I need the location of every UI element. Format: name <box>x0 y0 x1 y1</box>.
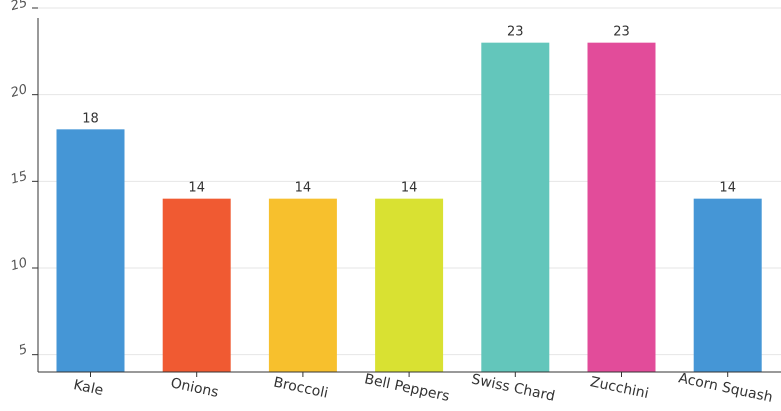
data-label: 23 <box>507 25 524 40</box>
data-label: 14 <box>188 181 205 196</box>
bar-broccoli[interactable] <box>268 198 337 372</box>
x-tick-label: Bell Peppers <box>363 371 451 405</box>
y-tick-label: 15 <box>9 169 29 188</box>
y-tick-label: 20 <box>9 82 29 101</box>
data-label: 14 <box>295 181 312 196</box>
x-tick-label: Kale <box>72 377 105 399</box>
grid-lines <box>38 7 781 356</box>
bar-kale[interactable] <box>56 129 125 372</box>
bar-onions[interactable] <box>162 198 231 372</box>
bar-acorn-squash[interactable] <box>693 198 762 372</box>
y-tick-label: 10 <box>9 255 29 274</box>
bar-bell-peppers[interactable] <box>375 198 444 372</box>
data-label: 14 <box>401 181 418 196</box>
data-label: 23 <box>613 25 630 40</box>
y-tick-label: 5 <box>17 342 29 359</box>
bars <box>56 42 762 373</box>
bar-zucchini[interactable] <box>587 42 656 373</box>
data-label: 18 <box>82 111 99 126</box>
bar-swiss-chard[interactable] <box>481 42 550 373</box>
y-tick-label: 25 <box>9 0 29 14</box>
axes <box>32 7 781 377</box>
x-tick-label: Swiss Chard <box>470 371 556 404</box>
x-tick-label: Acorn Squash <box>677 370 774 406</box>
x-tick-label: Onions <box>169 375 220 401</box>
data-label: 14 <box>719 181 736 196</box>
x-tick-label: Broccoli <box>272 375 329 402</box>
x-tick-label: Zucchini <box>589 374 650 402</box>
